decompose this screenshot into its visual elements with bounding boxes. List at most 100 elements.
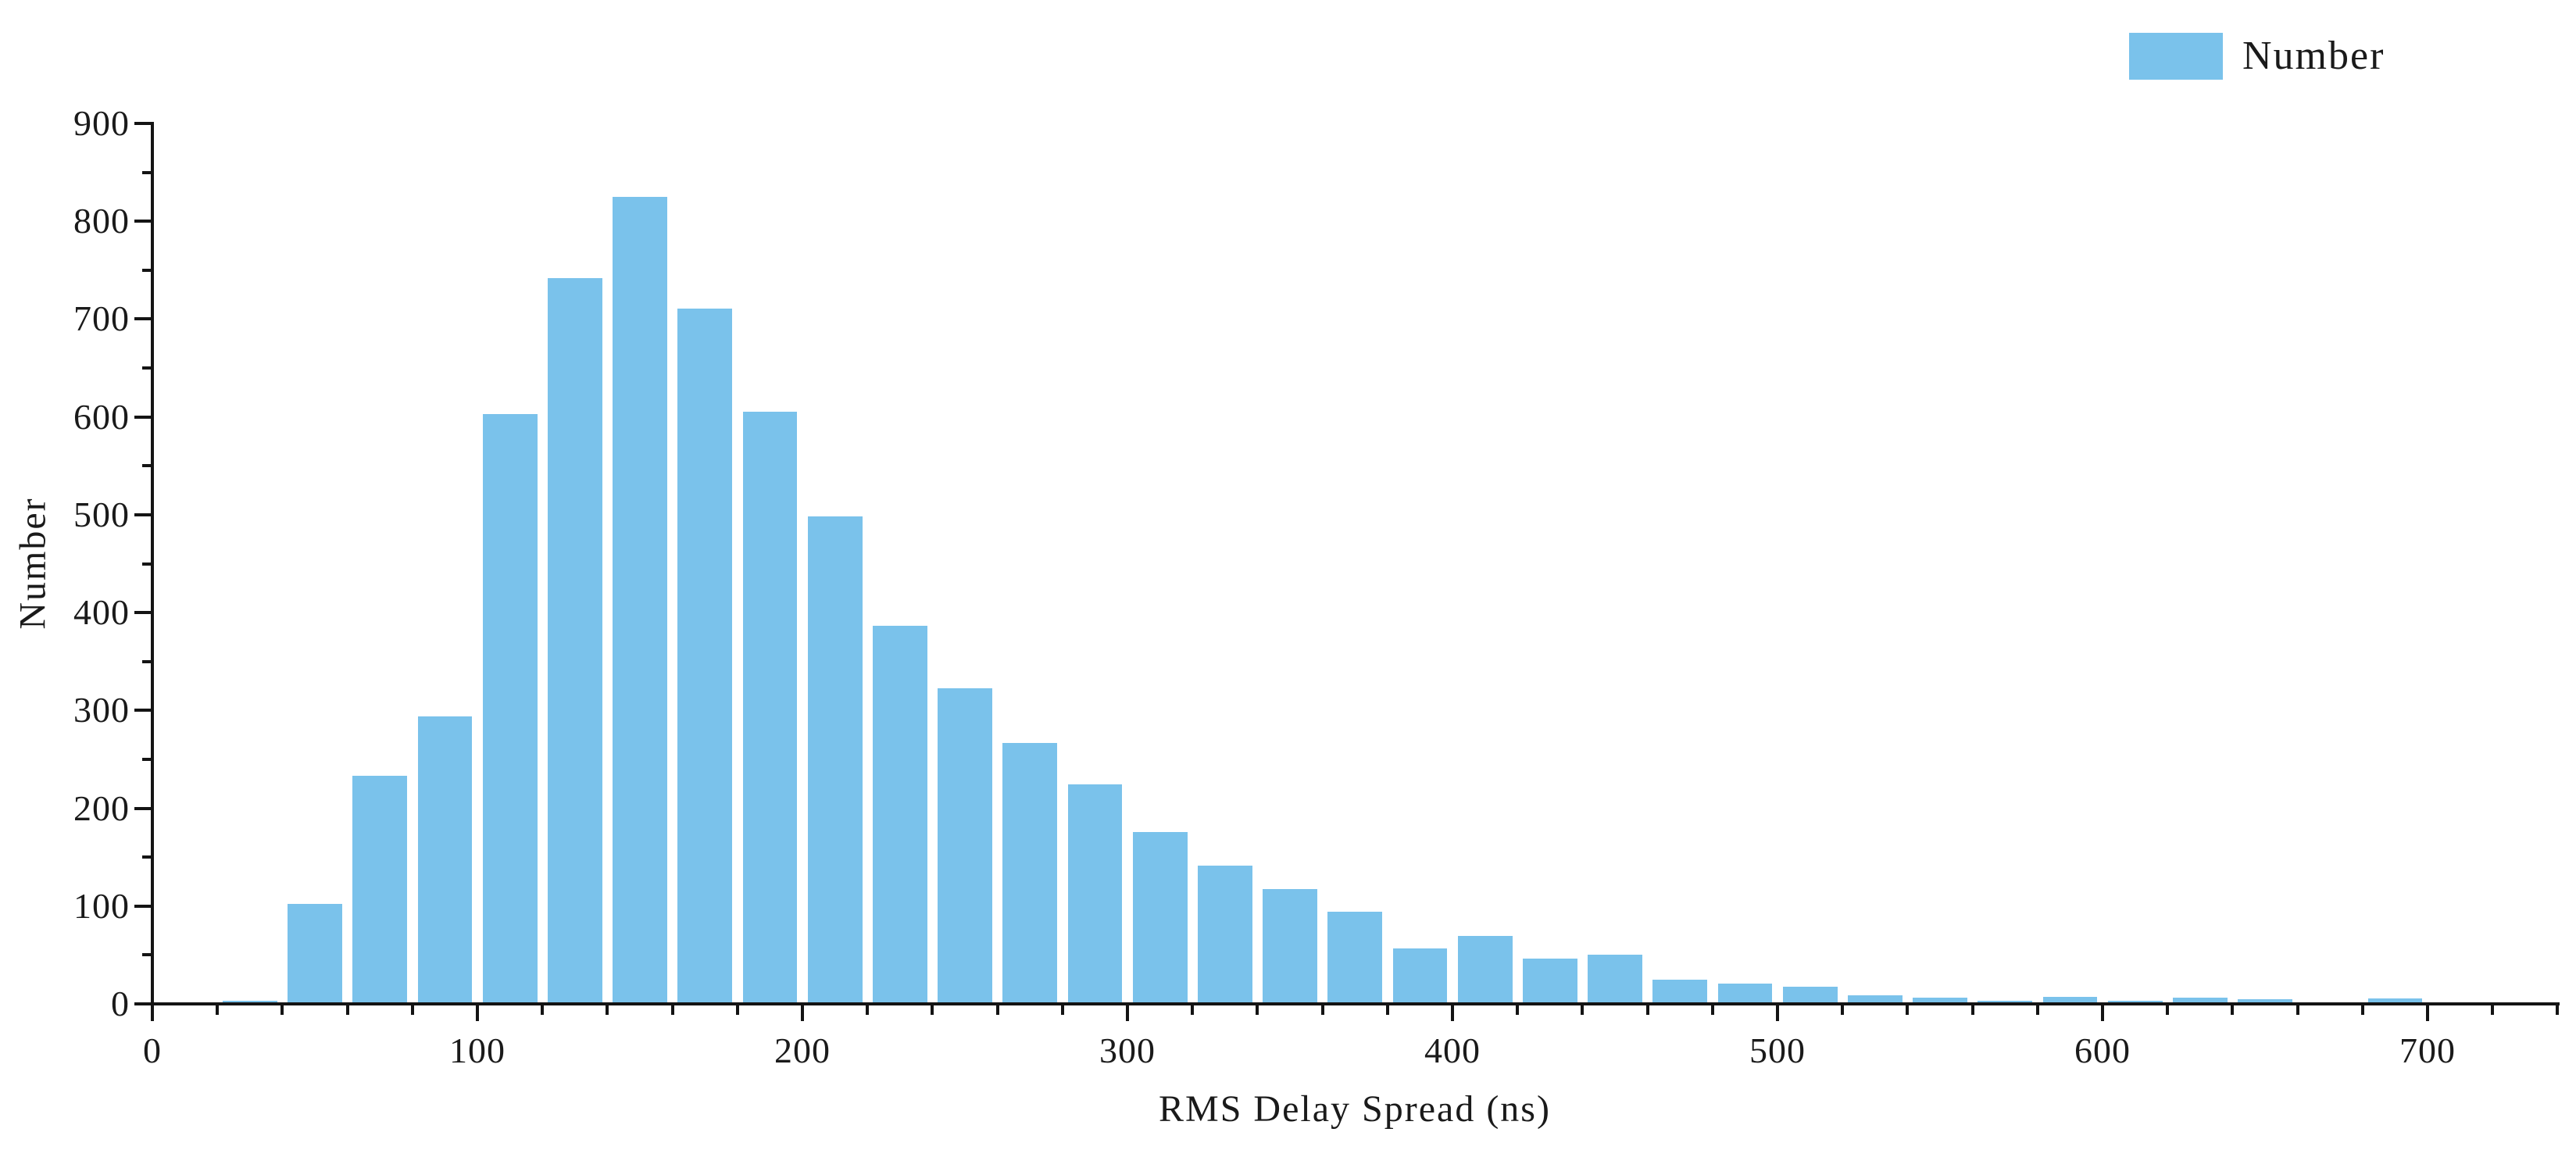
histogram-bar bbox=[742, 411, 798, 1002]
x-minor-tick bbox=[1906, 1005, 1910, 1015]
y-axis-line bbox=[151, 122, 154, 1005]
x-minor-tick bbox=[1970, 1005, 1974, 1015]
x-tick-label: 700 bbox=[2399, 1030, 2456, 1070]
y-major-tick bbox=[134, 512, 151, 516]
x-minor-tick bbox=[1060, 1005, 1064, 1015]
histogram-bar bbox=[1392, 948, 1448, 1002]
x-tick-label: 100 bbox=[449, 1030, 506, 1070]
y-minor-tick bbox=[142, 464, 151, 468]
histogram-bar bbox=[872, 625, 927, 1002]
x-minor-tick bbox=[2360, 1005, 2364, 1015]
y-major-tick bbox=[134, 220, 151, 223]
y-tick-label: 500 bbox=[73, 494, 130, 534]
x-major-tick bbox=[1451, 1005, 1454, 1021]
x-minor-tick bbox=[541, 1005, 545, 1015]
histogram-bar bbox=[1197, 865, 1252, 1002]
x-minor-tick bbox=[735, 1005, 739, 1015]
x-minor-tick bbox=[1581, 1005, 1585, 1015]
histogram-bar bbox=[1522, 958, 1577, 1002]
x-axis-line bbox=[151, 1002, 2560, 1005]
histogram-bar bbox=[677, 309, 733, 1002]
x-tick-label: 300 bbox=[1099, 1030, 1156, 1070]
histogram-bar bbox=[1978, 1000, 2033, 1002]
x-minor-tick bbox=[1320, 1005, 1324, 1015]
y-tick-label: 900 bbox=[73, 103, 130, 143]
y-minor-tick bbox=[142, 659, 151, 663]
x-minor-tick bbox=[606, 1005, 609, 1015]
histogram-bar bbox=[1913, 997, 1967, 1002]
x-major-tick bbox=[151, 1005, 154, 1021]
y-minor-tick bbox=[142, 562, 151, 566]
x-minor-tick bbox=[2166, 1005, 2170, 1015]
y-minor-tick bbox=[142, 268, 151, 272]
histogram-bar bbox=[2172, 997, 2228, 1002]
y-major-tick bbox=[134, 317, 151, 321]
y-tick-label: 100 bbox=[73, 885, 130, 926]
x-minor-tick bbox=[2231, 1005, 2235, 1015]
y-major-tick bbox=[134, 709, 151, 712]
x-minor-tick bbox=[345, 1005, 349, 1015]
histogram-bar bbox=[482, 414, 538, 1002]
y-major-tick bbox=[134, 1002, 151, 1005]
y-major-tick bbox=[134, 122, 151, 125]
y-axis-title: Number bbox=[12, 497, 54, 630]
y-tick-label: 0 bbox=[111, 984, 130, 1023]
y-major-tick bbox=[134, 415, 151, 419]
histogram-bar bbox=[1782, 987, 1838, 1002]
y-tick-label: 200 bbox=[73, 788, 130, 828]
x-major-tick bbox=[476, 1005, 479, 1021]
histogram-bar bbox=[1327, 911, 1383, 1002]
y-minor-tick bbox=[142, 855, 151, 859]
y-tick-label: 300 bbox=[73, 690, 130, 730]
y-minor-tick bbox=[142, 170, 151, 174]
x-minor-tick bbox=[2296, 1005, 2299, 1015]
x-tick-label: 600 bbox=[2074, 1030, 2131, 1070]
legend-label: Number bbox=[2242, 34, 2385, 78]
x-minor-tick bbox=[2556, 1005, 2560, 1015]
x-minor-tick bbox=[280, 1005, 284, 1015]
x-major-tick bbox=[1126, 1005, 1129, 1021]
y-minor-tick bbox=[142, 757, 151, 761]
x-major-tick bbox=[2426, 1005, 2429, 1021]
histogram-bar bbox=[2042, 996, 2098, 1002]
x-tick-label: 0 bbox=[143, 1030, 162, 1070]
x-major-tick bbox=[2101, 1005, 2104, 1021]
x-minor-tick bbox=[2035, 1005, 2039, 1015]
x-minor-tick bbox=[2491, 1005, 2495, 1015]
y-tick-label: 800 bbox=[73, 201, 130, 241]
x-minor-tick bbox=[410, 1005, 414, 1015]
histogram-bar bbox=[938, 688, 992, 1002]
y-tick-label: 700 bbox=[73, 298, 130, 339]
histogram-bar bbox=[1717, 984, 1773, 1002]
x-minor-tick bbox=[1841, 1005, 1845, 1015]
histogram-bar bbox=[1067, 784, 1123, 1002]
histogram-bar bbox=[352, 775, 408, 1002]
x-minor-tick bbox=[1256, 1005, 1259, 1015]
x-tick-label: 200 bbox=[774, 1030, 831, 1070]
y-minor-tick bbox=[142, 366, 151, 370]
x-minor-tick bbox=[216, 1005, 220, 1015]
y-tick-label: 600 bbox=[73, 396, 130, 437]
x-minor-tick bbox=[1710, 1005, 1714, 1015]
y-tick-label: 400 bbox=[73, 592, 130, 633]
y-major-tick bbox=[134, 806, 151, 810]
histogram-bar bbox=[1652, 980, 1708, 1002]
x-minor-tick bbox=[1516, 1005, 1520, 1015]
x-minor-tick bbox=[670, 1005, 674, 1015]
x-minor-tick bbox=[995, 1005, 999, 1015]
histogram-bar bbox=[288, 903, 342, 1002]
x-axis-title: RMS Delay Spread (ns) bbox=[1159, 1088, 1551, 1130]
x-minor-tick bbox=[1385, 1005, 1389, 1015]
histogram-bar bbox=[2107, 1000, 2163, 1002]
histogram-bar bbox=[1847, 995, 1903, 1002]
y-major-tick bbox=[134, 611, 151, 615]
histogram-bar bbox=[807, 516, 863, 1002]
histogram-bar bbox=[1588, 954, 1642, 1002]
y-major-tick bbox=[134, 904, 151, 908]
histogram-bar bbox=[1002, 743, 1058, 1002]
x-tick-label: 500 bbox=[1749, 1030, 1806, 1070]
